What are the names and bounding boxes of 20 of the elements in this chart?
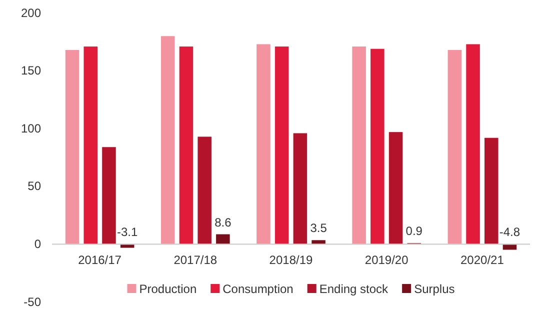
- x-tick-label: 2019/20: [364, 253, 409, 268]
- y-tick-label: 150: [20, 64, 42, 78]
- data-label: -4.8: [499, 225, 520, 240]
- y-tick-label: -50: [24, 294, 42, 309]
- legend-label: Production: [139, 282, 197, 296]
- x-tick-label: 2017/18: [174, 253, 218, 268]
- data-label: 3.5: [310, 221, 328, 236]
- legend-label: Surplus: [414, 282, 455, 296]
- data-label: 8.6: [214, 215, 232, 230]
- y-tick-label: 50: [28, 179, 42, 194]
- data-label: -3.1: [116, 225, 138, 240]
- data-label: 0.9: [406, 224, 423, 238]
- legend-label: Ending stock: [319, 282, 390, 296]
- y-tick-label: 200: [20, 6, 42, 20]
- x-tick-label: 2018/19: [269, 253, 314, 268]
- legend-label: Consumption: [222, 282, 294, 296]
- y-tick-label: 0: [34, 237, 42, 252]
- x-tick-label: 2020/21: [460, 253, 504, 268]
- y-tick-label: 100: [20, 121, 42, 136]
- x-tick-label: 2016/17: [78, 253, 122, 268]
